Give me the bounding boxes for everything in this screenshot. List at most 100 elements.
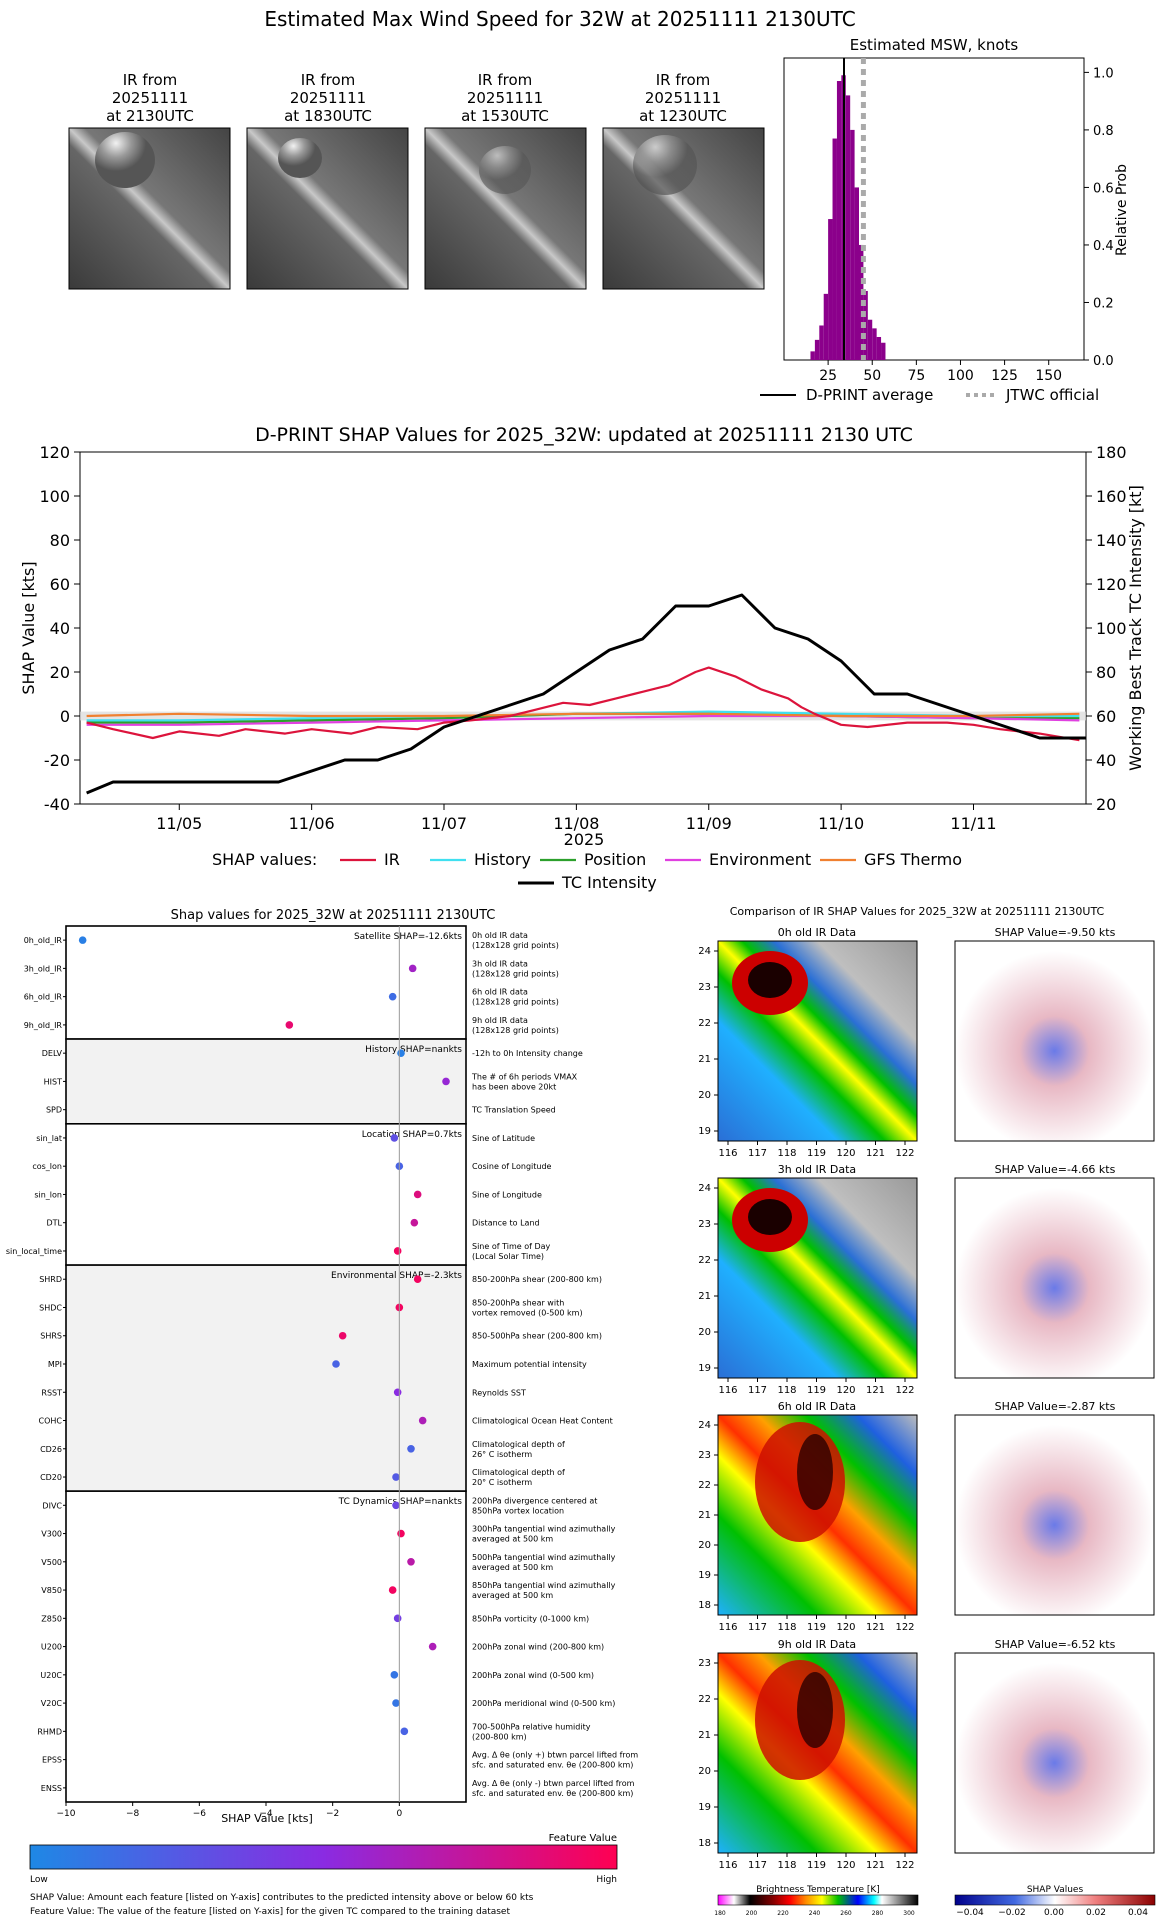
thumb-label-line1: IR from <box>478 71 533 89</box>
feature-description: TC Translation Speed <box>471 1106 556 1115</box>
feature-shap-dot <box>397 1049 405 1057</box>
feature-shap-dot <box>408 964 417 973</box>
feature-shap-dot <box>393 1614 402 1623</box>
x-tick-label: 121 <box>866 1148 885 1159</box>
ir-panel-title: 0h old IR Data <box>778 926 856 939</box>
y-tick-label: 20 <box>698 1766 711 1777</box>
x-tick-label: −8 <box>126 1809 140 1819</box>
x-tick-label: 25 <box>819 368 837 384</box>
feature-description: 300hPa tangential wind azimuthally <box>472 1525 616 1534</box>
histogram-bar <box>872 328 877 360</box>
feature-name: V500 <box>41 1558 62 1567</box>
feature-shap-dot <box>407 1558 415 1566</box>
feature-description: Climatological Ocean Heat Content <box>472 1417 613 1426</box>
x-tick-label: 116 <box>718 1860 737 1871</box>
y-tick-label: 0.4 <box>1093 239 1114 254</box>
feature-shap-dot <box>338 1331 347 1340</box>
comparison-panel-2: 6h old IR Data SHAP Value=-2.87 kts 24 23 22… <box>698 1400 1155 1633</box>
x-tick-label: 0 <box>396 1809 402 1819</box>
x-tick-label: −10 <box>57 1809 76 1819</box>
timeseries-y-ticks-left: -40 -20 0 20 40 60 80 100 120 <box>39 443 80 814</box>
ir-panel-title: 6h old IR Data <box>778 1400 856 1413</box>
x-tick-label: 120 <box>836 1385 855 1396</box>
y-tick-label: 23 <box>698 1658 711 1669</box>
feature-description-2: sfc. and saturated env. θe (200-800 km) <box>472 1761 633 1770</box>
feature-shap-dot <box>393 1247 402 1255</box>
y-tick-label: 18 <box>698 1600 711 1611</box>
x-tick-label: 11/09 <box>686 814 732 833</box>
x-tick-label: 117 <box>748 1860 767 1871</box>
feature-shap-dot <box>392 1501 400 1510</box>
feature-description: The # of 6h periods VMAX <box>471 1072 578 1081</box>
feature-name: 3h_old_IR <box>24 964 63 973</box>
histogram-legend: D-PRINT average JTWC official <box>760 386 1099 404</box>
bt-colorbar-title: Brightness Temperature [K] <box>756 1885 880 1895</box>
x-tick-label: 150 <box>1035 368 1062 384</box>
feature-shap-dot <box>407 1444 415 1453</box>
feature-rows: Satellite SHAP=-12.6kts 0h_old_IR 0h old I… <box>6 925 638 1803</box>
feature-description-2: 20° C isotherm <box>472 1478 532 1487</box>
feature-shap-dot <box>390 1671 399 1679</box>
y-tick-label: 40 <box>50 619 70 638</box>
feature-description-2: averaged at 500 km <box>472 1591 553 1600</box>
y-tick-label-right: 160 <box>1096 487 1127 506</box>
feature-description: 850-200hPa shear (200-800 km) <box>472 1275 602 1284</box>
feature-name: RSST <box>41 1388 62 1397</box>
histogram-bar <box>867 319 873 360</box>
y-tick-label: 20 <box>698 1090 711 1101</box>
legend-label-intensity: TC Intensity <box>561 873 657 892</box>
y-tick-label: 20 <box>698 1540 711 1551</box>
x-tick-label: 117 <box>748 1622 767 1633</box>
y-tick-label: 19 <box>698 1363 711 1374</box>
timeseries-frame <box>79 451 1087 805</box>
y-tick-label-right: 180 <box>1096 443 1127 462</box>
feature-description: 0h old IR data <box>472 931 528 940</box>
y-tick-label: 24 <box>698 1420 711 1431</box>
bt-colorbar-tick: 260 <box>840 1910 852 1917</box>
histogram-y-ticks: 0.0 0.2 0.4 0.6 0.8 1.0 <box>1084 66 1114 369</box>
y-tick-label: 19 <box>698 1570 711 1581</box>
bt-colorbar-tick: 220 <box>777 1910 789 1917</box>
y-tick-label: 18 <box>698 1838 711 1849</box>
shap-map-image <box>954 1177 1155 1379</box>
y-tick-label: 24 <box>698 1183 711 1194</box>
feature-name: sin_lon <box>34 1190 62 1199</box>
feature-name: SPD <box>46 1106 62 1115</box>
feature-description: Sine of Latitude <box>472 1134 535 1143</box>
y-tick-label-right: 100 <box>1096 619 1127 638</box>
y-tick-label: 21 <box>698 1730 711 1741</box>
feature-shap-dot <box>388 992 397 1001</box>
x-tick-label: 116 <box>718 1385 737 1396</box>
feature-name: sin_lat <box>36 1134 62 1143</box>
shap-feature-chart: Shap values for 2025_32W at 20251111 213… <box>6 908 639 1917</box>
feature-shap-dot <box>332 1360 340 1368</box>
x-tick-label: 117 <box>748 1385 767 1396</box>
histogram-x-ticks: 25 50 75 100 125 150 <box>819 360 1062 384</box>
x-tick-label: 119 <box>807 1148 826 1159</box>
ir-thumbnail-2: IR from 20251111 at 1830UTC <box>246 71 409 290</box>
comparison-panels: 0h old IR Data SHAP Value=-9.50 kts 24 23 22… <box>698 926 1156 1918</box>
feature-shap-dot <box>392 1699 400 1707</box>
histogram-bar <box>876 336 882 360</box>
histogram-bar <box>823 293 829 360</box>
timeseries-x-ticks: 11/05 11/06 11/07 11/08 11/09 11/10 11/11 <box>156 804 997 833</box>
ir-panel-title: 3h old IR Data <box>778 1163 856 1176</box>
thumb-label-line2: 20251111 <box>467 89 543 107</box>
x-tick-label: 122 <box>895 1385 914 1396</box>
feature-description: Cosine of Longitude <box>472 1162 552 1171</box>
feature-name: ENSS <box>41 1784 62 1793</box>
storm-cloud <box>479 146 531 194</box>
x-tick-label: 75 <box>907 368 925 384</box>
x-tick-label: 120 <box>836 1622 855 1633</box>
feature-description-2: has been above 20kt <box>472 1082 556 1091</box>
feature-colorbar-high: High <box>596 1875 617 1885</box>
feature-description: 6h old IR data <box>472 988 528 997</box>
x-tick-label: 119 <box>807 1860 826 1871</box>
ir-panel-title: 9h old IR Data <box>778 1638 856 1651</box>
histogram-bar <box>810 351 815 360</box>
feature-description-2: (128x128 grid points) <box>472 1026 559 1035</box>
feature-group-box <box>65 1490 467 1803</box>
timeseries-y-ticks-right: 20 40 60 80 100 120 140 160 180 <box>1086 443 1127 814</box>
x-tick-label: 120 <box>836 1860 855 1871</box>
